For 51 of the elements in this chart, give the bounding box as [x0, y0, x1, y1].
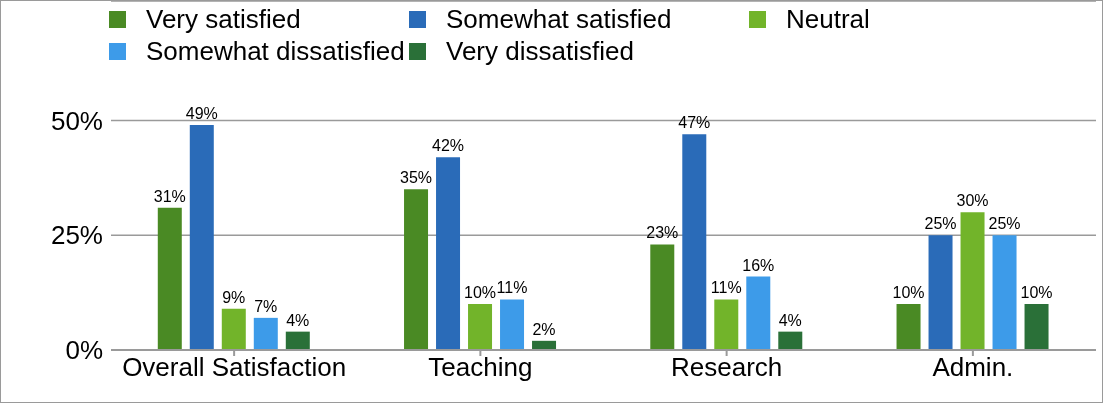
data-label: 16% [742, 256, 775, 274]
data-label: 11% [496, 279, 528, 297]
legend-label: Somewhat dissatisfied [145, 35, 406, 67]
bar [896, 304, 921, 350]
x-tick-label: Research [670, 352, 783, 383]
data-label: 49% [185, 104, 218, 122]
data-label: 2% [532, 320, 556, 338]
legend-label: Somewhat satisfied [445, 3, 673, 35]
bar [960, 212, 985, 350]
legend-label: Very satisfied [145, 3, 302, 35]
x-tick-label: Admin. [932, 352, 1014, 383]
bar [650, 244, 675, 350]
bar [500, 299, 525, 350]
data-label: 42% [432, 137, 465, 155]
data-label: 7% [254, 297, 278, 315]
data-label: 35% [400, 169, 433, 187]
data-label: 4% [286, 311, 310, 329]
y-tick-label: 25% [50, 220, 103, 251]
legend-label: Neutral [785, 3, 871, 35]
bar [404, 189, 429, 350]
bar [1024, 304, 1049, 350]
bar [468, 304, 493, 350]
legend-label: Very dissatisfied [445, 35, 635, 67]
bar [714, 299, 739, 350]
bar [189, 124, 214, 350]
bar [221, 308, 246, 350]
bar [746, 276, 771, 350]
data-label: 25% [988, 215, 1021, 233]
data-label: 25% [924, 215, 957, 233]
data-label: 23% [646, 224, 679, 242]
y-tick-label: 0% [65, 335, 103, 366]
x-tick-label: Teaching [428, 352, 533, 383]
bar [928, 235, 953, 350]
data-label: 31% [153, 187, 186, 205]
data-label: 10% [1020, 284, 1053, 302]
bar [778, 331, 803, 350]
bar [285, 331, 310, 350]
x-tick-label: Overall Satisfaction [122, 352, 347, 383]
y-tick-label: 50% [50, 105, 103, 136]
data-label: 9% [222, 288, 246, 306]
bar [682, 134, 707, 350]
bar [436, 157, 461, 350]
data-label: 10% [892, 284, 925, 302]
data-label: 4% [778, 311, 802, 329]
bar [157, 207, 182, 350]
data-label: 47% [678, 114, 711, 132]
bar [992, 235, 1017, 350]
bar [253, 317, 278, 350]
data-label: 10% [464, 284, 497, 302]
data-label: 11% [710, 279, 742, 297]
data-label: 30% [956, 192, 989, 210]
